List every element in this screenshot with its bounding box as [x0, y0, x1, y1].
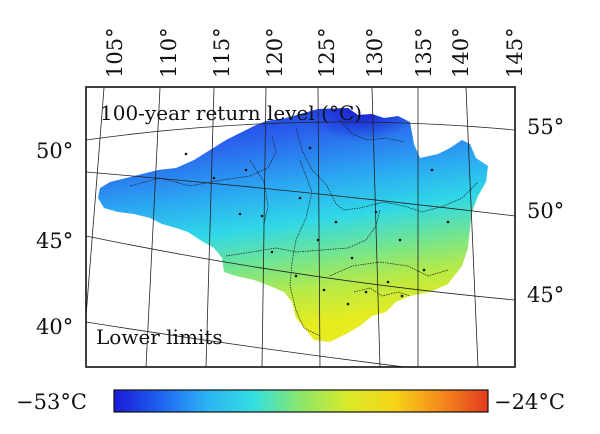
map-plot-area — [86, 87, 515, 367]
lon-label-8: 145° — [503, 27, 527, 78]
lon-label-7: 140° — [449, 27, 473, 78]
meridian-110 — [145, 87, 161, 367]
parallel-45 — [86, 235, 515, 301]
lat-right-label-0: 55° — [527, 115, 564, 139]
parallel-40 — [86, 321, 408, 367]
lon-label-6: 135° — [412, 27, 436, 78]
lon-label-0: 105° — [103, 27, 127, 78]
station-points — [184, 146, 450, 306]
meridian-lines — [86, 87, 479, 367]
boundary-3 — [289, 159, 321, 337]
lat-left-label-1: 45° — [36, 229, 73, 253]
left-lat-labels: 50° 45° 40° — [36, 139, 73, 339]
lon-label-2: 115° — [210, 27, 234, 78]
colorbar-max-label: −24°C — [494, 390, 565, 414]
meridian-130 — [371, 87, 381, 367]
lon-label-4: 125° — [315, 27, 339, 78]
lon-label-3: 120° — [263, 27, 287, 78]
parallel-lines — [86, 121, 515, 367]
boundary-6 — [353, 287, 411, 297]
boundary-8 — [339, 119, 405, 143]
boundary-7 — [249, 159, 269, 225]
map-title: 100-year return level (°C) — [100, 101, 362, 125]
meridian-140 — [465, 87, 479, 367]
lat-left-label-0: 50° — [36, 139, 73, 163]
meridian-105 — [86, 87, 105, 322]
meridian-120 — [261, 87, 267, 367]
lon-label-5: 130° — [363, 27, 387, 78]
cold-core-overlay — [266, 108, 420, 190]
boundary-5 — [329, 261, 449, 277]
meridian-115 — [205, 87, 215, 367]
right-lat-labels: 55° 50° 45° — [527, 115, 564, 307]
lat-left-label-2: 40° — [36, 315, 73, 339]
map-frame — [85, 86, 516, 368]
internal-boundaries — [129, 119, 479, 337]
top-lon-labels: 105° 110° 115° 120° 125° 130° 135° 140° 145° — [103, 27, 527, 78]
parallel-50 — [86, 171, 515, 217]
lat-right-label-1: 50° — [527, 199, 564, 223]
boundary-2 — [295, 127, 479, 213]
colorbar — [113, 389, 489, 413]
meridian-125 — [317, 87, 321, 367]
lon-label-1: 110° — [157, 27, 181, 78]
parallel-55 — [86, 121, 515, 141]
colorbar-min-label: −53°C — [16, 390, 87, 414]
map-subtitle: Lower limits — [96, 325, 223, 349]
boundary-1 — [129, 135, 277, 187]
lat-right-label-2: 45° — [527, 283, 564, 307]
